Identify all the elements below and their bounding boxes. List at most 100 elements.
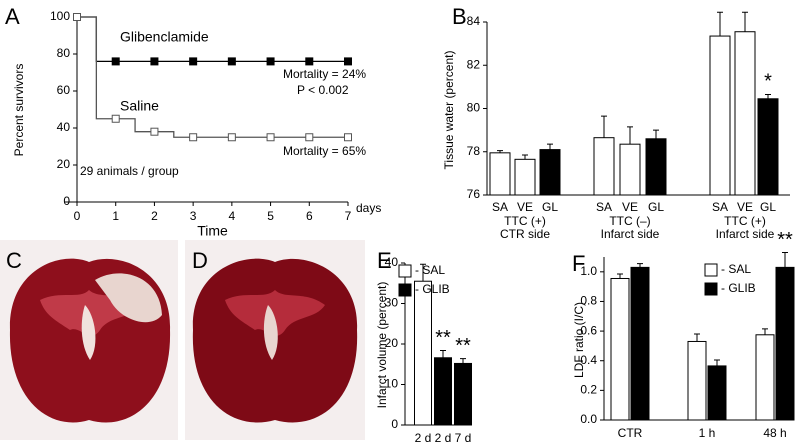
error-bar xyxy=(440,349,446,358)
y-axis-title: Infarct volume (percent) xyxy=(375,282,389,409)
y-tick-label: 80 xyxy=(467,101,481,115)
marker xyxy=(150,57,159,66)
x-tick-label: 1 h xyxy=(699,426,716,440)
error-bar xyxy=(420,263,426,282)
group-label: Infarct side xyxy=(601,227,660,241)
legend-swatch xyxy=(704,263,718,277)
error-bar xyxy=(637,263,643,268)
error-bar xyxy=(765,93,771,99)
x-tick-label: 4 xyxy=(229,209,236,223)
x-tick-label: VE xyxy=(737,200,753,214)
bar xyxy=(707,365,727,421)
bar xyxy=(514,158,536,196)
marker xyxy=(227,133,236,142)
annotation: days xyxy=(356,201,381,215)
panel-label: F xyxy=(572,251,585,276)
error-bar xyxy=(694,333,700,342)
y-tick-label: 78 xyxy=(467,144,481,158)
legend-label: - SAL xyxy=(415,263,445,277)
y-tick-label: 0.0 xyxy=(580,412,597,426)
x-tick-label: 1 xyxy=(112,209,119,223)
bar xyxy=(619,143,641,196)
y-tick-label: 82 xyxy=(467,57,481,71)
error-bar xyxy=(460,358,466,364)
marker xyxy=(344,133,352,142)
significance: ** xyxy=(777,229,793,251)
x-tick-label: GL xyxy=(760,200,776,214)
y-tick-label: 20 xyxy=(57,157,71,171)
bar xyxy=(775,266,795,421)
marker xyxy=(305,57,314,66)
x-tick-label: 2 xyxy=(151,209,158,223)
error-bar xyxy=(601,115,607,138)
x-tick-label: SA xyxy=(596,200,612,214)
significance: ** xyxy=(435,327,451,349)
x-tick-label: VE xyxy=(622,200,638,214)
bar xyxy=(593,137,615,196)
legend-swatch xyxy=(704,282,718,296)
y-axis-title: LDF ratio (I/C) xyxy=(572,302,586,378)
x-tick-label: 5 xyxy=(267,209,274,223)
error-bar xyxy=(653,129,659,139)
group-label: TTC (+) xyxy=(724,214,766,228)
panel-label: E xyxy=(377,248,392,273)
bar xyxy=(687,340,707,421)
error-bar xyxy=(762,328,768,335)
error-bar xyxy=(742,11,748,32)
bar xyxy=(709,35,731,196)
marker xyxy=(266,57,275,66)
marker xyxy=(189,133,198,142)
x-tick-label: GL xyxy=(542,200,558,214)
panel-label: B xyxy=(452,4,467,29)
error-bar xyxy=(522,154,528,160)
bar xyxy=(414,280,432,426)
y-tick-label: 0.6 xyxy=(580,323,597,337)
x-tick-label: GL xyxy=(648,200,664,214)
bar xyxy=(434,357,452,426)
x-tick-label: 3 xyxy=(190,209,197,223)
y-tick-label: 60 xyxy=(57,83,71,97)
legend-label: - SAL xyxy=(721,262,751,276)
legend-swatch xyxy=(398,283,412,297)
brain-image-c xyxy=(0,240,178,440)
marker xyxy=(189,57,198,66)
annotation: Mortality = 65% xyxy=(283,144,366,158)
group-label: TTC (+) xyxy=(504,214,546,228)
marker xyxy=(73,13,81,21)
error-bar xyxy=(547,143,553,150)
y-tick-label: 0.2 xyxy=(580,383,597,397)
annotation: P < 0.002 xyxy=(297,83,349,97)
y-tick-label: 0 xyxy=(391,417,398,431)
error-bar xyxy=(717,11,723,37)
y-tick-label: 0 xyxy=(63,194,70,208)
y-tick-label: 10 xyxy=(385,377,399,391)
error-bar xyxy=(627,126,633,145)
y-tick-label: 40 xyxy=(57,120,71,134)
group-label: Infarct side xyxy=(716,227,775,241)
group-label: CTR side xyxy=(500,227,550,241)
x-tick-label: 2 d xyxy=(435,431,452,442)
survival-line xyxy=(77,16,348,63)
x-tick-label: 0 xyxy=(74,209,81,223)
y-tick-label: 40 xyxy=(385,255,399,269)
y-tick-label: 1.0 xyxy=(580,264,597,278)
error-bar xyxy=(617,273,623,279)
error-bar xyxy=(714,359,720,366)
y-tick-label: 0.4 xyxy=(580,353,597,367)
annotation: Mortality = 24% xyxy=(283,67,366,81)
marker xyxy=(227,57,236,66)
series-label: Glibenclamide xyxy=(120,29,209,45)
legend-swatch xyxy=(398,264,412,278)
y-axis-title: Tissue water (percent) xyxy=(442,51,456,170)
panel-label: D xyxy=(192,248,208,273)
y-tick-label: 76 xyxy=(467,187,481,201)
legend-label: - GLIB xyxy=(415,282,450,296)
y-tick-label: 100 xyxy=(50,9,70,23)
x-tick-label: SA xyxy=(712,200,728,214)
x-tick-label: 6 xyxy=(306,209,313,223)
x-tick-label: 2 d xyxy=(415,431,432,442)
significance: ** xyxy=(455,335,471,357)
bar xyxy=(757,98,779,196)
y-tick-label: 0.8 xyxy=(580,294,597,308)
y-axis-title: Percent survivors xyxy=(12,64,26,157)
